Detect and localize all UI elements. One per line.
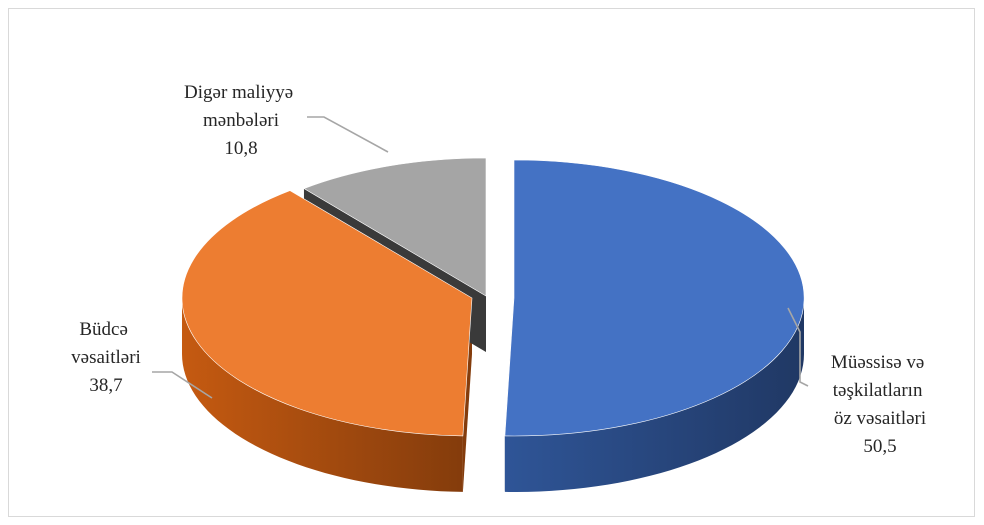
leader-line-other-sources [307, 116, 389, 153]
chart-frame [8, 8, 975, 517]
pie-slice-budget-funds [181, 190, 473, 437]
slice-label-other-sources: Digər maliyyə mənbələri [184, 82, 298, 131]
leader-line-own-funds [787, 307, 809, 387]
slice-value-own-funds: 50,5 [863, 436, 896, 457]
leader-line-budget-funds [152, 371, 213, 399]
slice-label-budget-funds: Büdcə vəsaitləri [71, 319, 141, 368]
pie-slice-other-sources [303, 157, 487, 297]
leader-lines [152, 116, 809, 399]
slice-outer-wall-budget-funds [182, 298, 463, 492]
slice-value-budget-funds: 38,7 [89, 375, 122, 396]
pie-slice-own-funds [504, 159, 805, 437]
pie-tops [181, 157, 805, 437]
slice-outer-wall-own-funds [504, 298, 804, 492]
slice-value-other-sources: 10,8 [224, 138, 257, 159]
slice-label-own-funds: Müəssisə və təşkilatların öz vəsaitləri [831, 352, 929, 429]
